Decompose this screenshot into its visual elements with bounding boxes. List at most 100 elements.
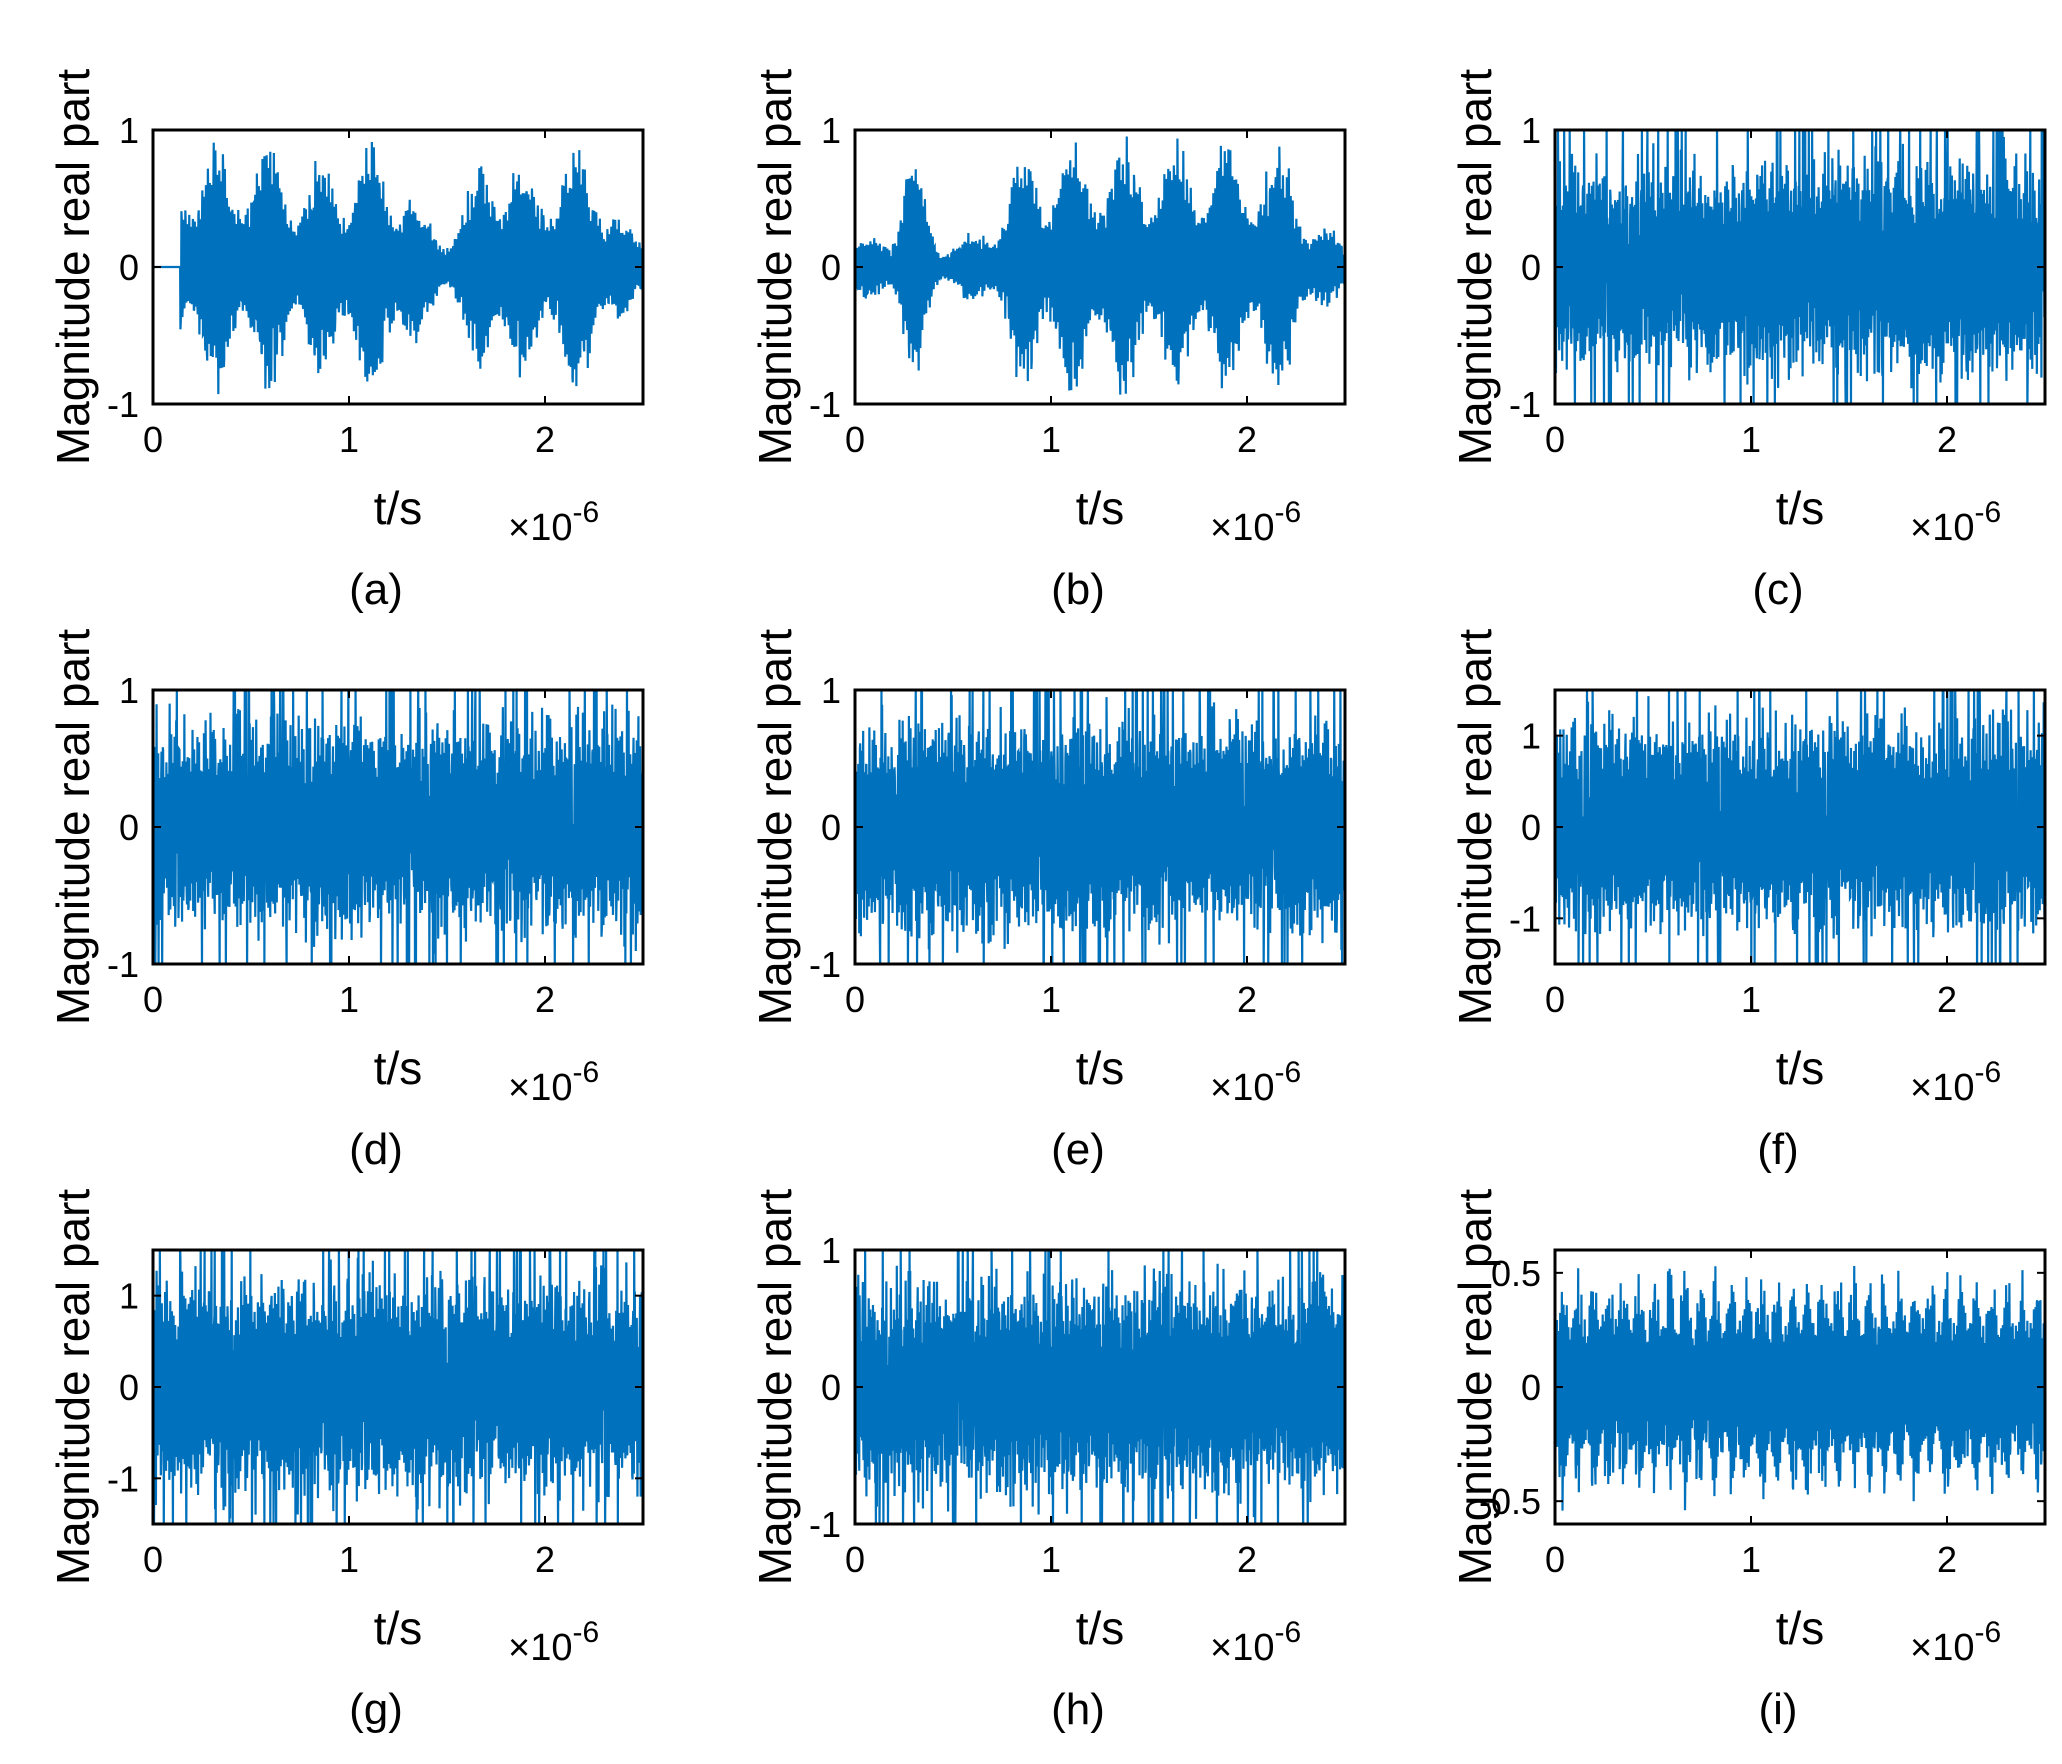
- x-tick-label: 1: [339, 1539, 359, 1580]
- y-tick-label: 1: [821, 670, 841, 711]
- x-tick-label: 2: [535, 979, 555, 1020]
- x-tick-label: 2: [1237, 419, 1257, 460]
- y-axis-label: Magnitude real part: [47, 629, 99, 1026]
- x-tick-label: 0: [845, 979, 865, 1020]
- x-axis-label: t/s: [1076, 1602, 1125, 1654]
- x-axis-label: t/s: [374, 482, 423, 534]
- x-tick-label: 2: [1937, 1539, 1957, 1580]
- x-tick-label: 0: [143, 1539, 163, 1580]
- x-multiplier-base: ×10: [508, 1627, 572, 1669]
- x-multiplier-base: ×10: [1210, 1067, 1274, 1109]
- x-multiplier-exponent: -6: [572, 1056, 599, 1089]
- y-tick-label: 0.5: [1491, 1253, 1541, 1294]
- x-tick-label: 1: [1041, 419, 1061, 460]
- x-axis-label: t/s: [374, 1602, 423, 1654]
- x-tick-label: 1: [1741, 979, 1761, 1020]
- x-multiplier: ×10-6: [508, 496, 599, 549]
- panel-caption: (e): [1051, 1125, 1105, 1174]
- x-multiplier: ×10-6: [1210, 1616, 1301, 1669]
- y-tick-label: 1: [1521, 110, 1541, 151]
- signal-trace: [153, 1250, 643, 1524]
- panel-caption: (d): [349, 1125, 403, 1174]
- x-multiplier-exponent: -6: [572, 1616, 599, 1649]
- y-axis-label: Magnitude real part: [749, 629, 801, 1026]
- x-tick-label: 1: [1741, 1539, 1761, 1580]
- y-tick-label: -1: [809, 1504, 841, 1545]
- x-multiplier-base: ×10: [1910, 1627, 1974, 1669]
- y-tick-label: 1: [119, 670, 139, 711]
- x-multiplier: ×10-6: [508, 1056, 599, 1109]
- y-tick-label: -1: [809, 384, 841, 425]
- y-tick-label: -1: [107, 944, 139, 985]
- panel-caption: (f): [1757, 1125, 1799, 1174]
- signal-trace: [1555, 690, 2045, 964]
- x-tick-label: 1: [339, 979, 359, 1020]
- x-multiplier-base: ×10: [1210, 507, 1274, 549]
- x-tick-label: 0: [1545, 1539, 1565, 1580]
- x-multiplier-base: ×10: [1910, 1067, 1974, 1109]
- x-multiplier: ×10-6: [1910, 1056, 2001, 1109]
- panel-caption: (a): [349, 565, 403, 614]
- x-axis-label: t/s: [1076, 1042, 1125, 1094]
- signal-trace: [153, 690, 643, 964]
- signal-trace: [855, 690, 1345, 964]
- y-tick-label: 1: [119, 1276, 139, 1317]
- x-multiplier: ×10-6: [1910, 496, 2001, 549]
- y-tick-label: 0: [821, 807, 841, 848]
- y-tick-label: -1: [1509, 384, 1541, 425]
- y-tick-label: 0: [821, 1367, 841, 1408]
- y-tick-label: 1: [1521, 716, 1541, 757]
- x-tick-label: 2: [1937, 419, 1957, 460]
- y-tick-label: 0: [119, 247, 139, 288]
- x-tick-label: 0: [143, 979, 163, 1020]
- x-axis-label: t/s: [374, 1042, 423, 1094]
- x-tick-label: 2: [1237, 1539, 1257, 1580]
- panel-caption: (i): [1758, 1685, 1797, 1734]
- x-tick-label: 2: [1937, 979, 1957, 1020]
- x-tick-label: 1: [1041, 1539, 1061, 1580]
- x-tick-label: 1: [339, 419, 359, 460]
- x-multiplier-exponent: -6: [1974, 1616, 2001, 1649]
- y-axis-label: Magnitude real part: [749, 69, 801, 466]
- x-tick-label: 2: [535, 419, 555, 460]
- x-axis-label: t/s: [1776, 1602, 1825, 1654]
- x-tick-label: 0: [845, 419, 865, 460]
- panel-caption: (h): [1051, 1685, 1105, 1734]
- x-tick-label: 0: [1545, 979, 1565, 1020]
- y-axis-label: Magnitude real part: [749, 1189, 801, 1586]
- y-tick-label: 1: [821, 1230, 841, 1271]
- x-multiplier-exponent: -6: [572, 496, 599, 529]
- y-tick-label: -1: [107, 384, 139, 425]
- signal-trace: [855, 1250, 1345, 1524]
- x-multiplier: ×10-6: [508, 1616, 599, 1669]
- panel-caption: (c): [1752, 565, 1803, 614]
- y-tick-label: -0.5: [1479, 1481, 1541, 1522]
- y-axis-label: Magnitude real part: [1449, 69, 1501, 466]
- x-tick-label: 0: [845, 1539, 865, 1580]
- y-axis-label: Magnitude real part: [1449, 1189, 1501, 1586]
- x-multiplier-exponent: -6: [1974, 496, 2001, 529]
- signal-trace: [153, 141, 643, 395]
- y-tick-label: 0: [1521, 807, 1541, 848]
- y-tick-label: -1: [107, 1458, 139, 1499]
- panel-caption: (g): [349, 1685, 403, 1734]
- x-axis-label: t/s: [1776, 482, 1825, 534]
- x-tick-label: 1: [1741, 419, 1761, 460]
- x-multiplier-base: ×10: [508, 507, 572, 549]
- x-multiplier: ×10-6: [1210, 1056, 1301, 1109]
- x-multiplier: ×10-6: [1210, 496, 1301, 549]
- x-multiplier-base: ×10: [1910, 507, 1974, 549]
- x-tick-label: 2: [535, 1539, 555, 1580]
- x-tick-label: 0: [143, 419, 163, 460]
- y-axis-label: Magnitude real part: [47, 1189, 99, 1586]
- x-multiplier-exponent: -6: [1974, 1056, 2001, 1089]
- x-multiplier-base: ×10: [1210, 1627, 1274, 1669]
- y-tick-label: -1: [1509, 898, 1541, 939]
